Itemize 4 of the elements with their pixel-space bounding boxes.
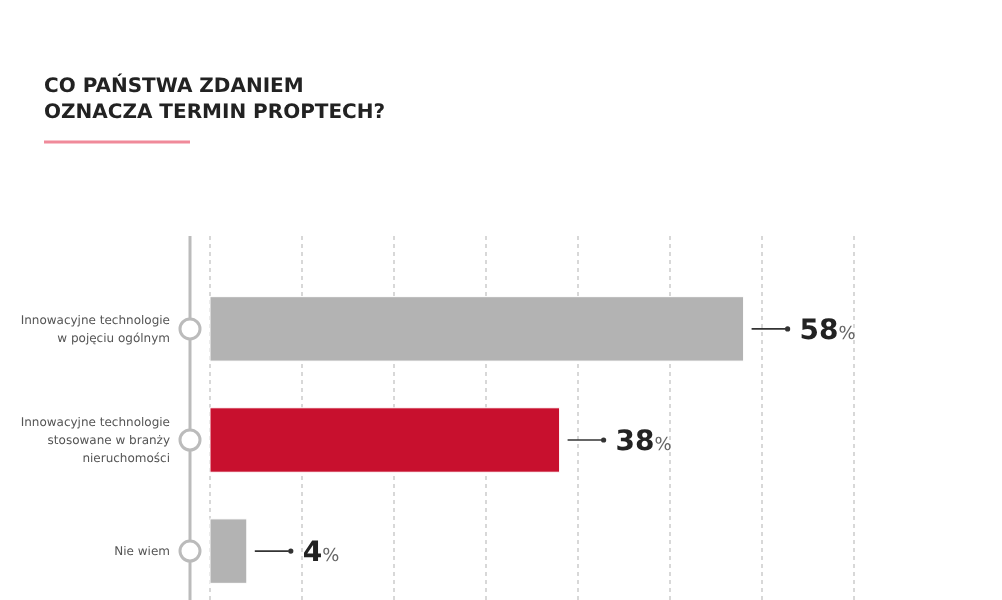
data-label: 58% [799, 314, 857, 347]
data-label: 4% [302, 537, 341, 570]
chart-title: CO PAŃSTWA ZDANIEM OZNACZA TERMIN PROPTECH? [44, 72, 386, 124]
data-label: 38% [615, 426, 673, 458]
